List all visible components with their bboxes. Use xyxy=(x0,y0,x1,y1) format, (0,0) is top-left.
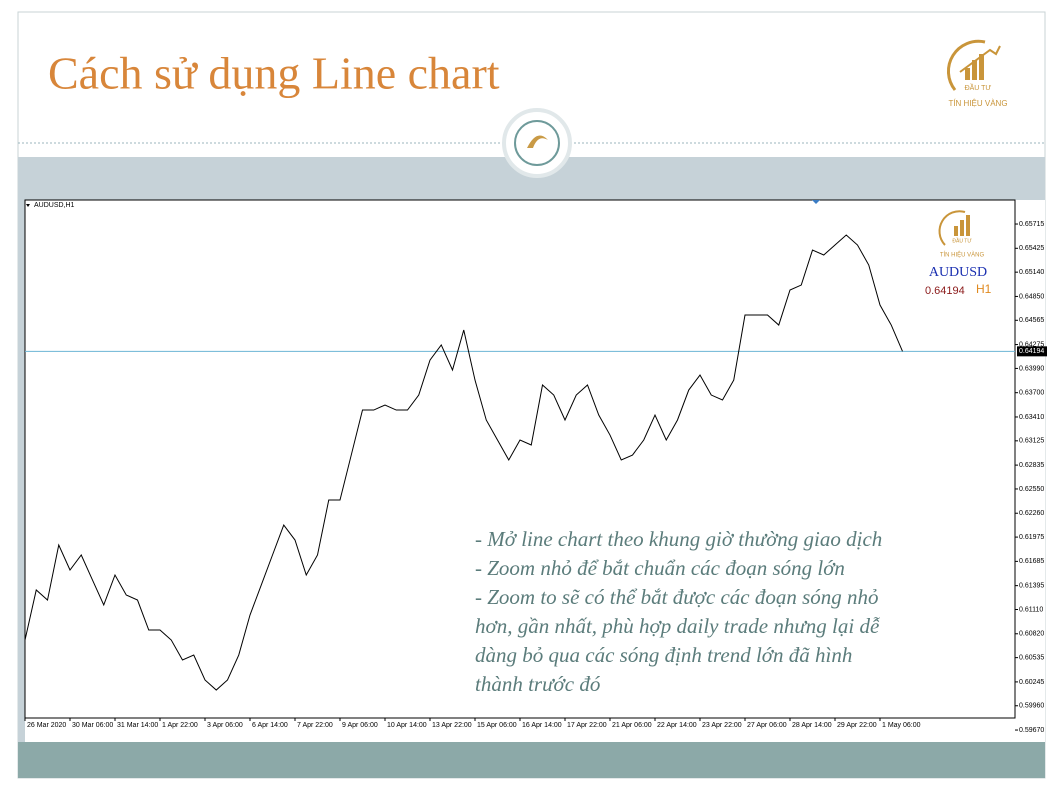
logo-bar xyxy=(960,220,964,236)
y-tick-label: 0.63410 xyxy=(1019,414,1044,421)
y-tick-label: 0.59670 xyxy=(1019,727,1044,734)
x-tick-label: 27 Apr 06:00 xyxy=(747,722,787,729)
note-line: hơn, gần nhất, phù hợp daily trade nhưng… xyxy=(475,614,880,638)
x-tick-label: 28 Apr 14:00 xyxy=(792,722,832,729)
menu-arrow xyxy=(26,204,30,207)
y-tick-label: 0.64565 xyxy=(1019,317,1044,324)
x-tick-label: 21 Apr 06:00 xyxy=(612,722,652,729)
logo-bottom: TÍN HIỆU VÀNG xyxy=(948,99,1007,108)
x-tick-label: 6 Apr 14:00 xyxy=(252,722,288,729)
x-tick-label: 10 Apr 14:00 xyxy=(387,722,427,729)
price-line-series xyxy=(24,234,903,691)
price-tag-label: 0.64194 xyxy=(1019,348,1044,355)
y-tick-label: 0.63700 xyxy=(1019,390,1044,397)
notes: - Mở line chart theo khung giờ thường gi… xyxy=(475,527,882,696)
logo-bar xyxy=(972,60,977,80)
y-tick-label: 0.62835 xyxy=(1019,462,1044,469)
note-line: thành trước đó xyxy=(475,672,601,696)
y-tick-label: 0.65425 xyxy=(1019,245,1044,252)
x-tick-label: 22 Apr 14:00 xyxy=(657,722,697,729)
note-line: dàng bỏ qua các sóng định trend lớn đã h… xyxy=(475,643,852,667)
price-tag xyxy=(1017,346,1047,357)
y-tick-label: 0.61395 xyxy=(1019,582,1044,589)
y-tick-label: 0.62550 xyxy=(1019,486,1044,493)
x-tick-label: 1 Apr 22:00 xyxy=(162,722,198,729)
x-tick-label: 29 Apr 22:00 xyxy=(837,722,877,729)
logo-top: ĐẦU TƯ xyxy=(965,82,992,92)
y-tick-label: 0.64275 xyxy=(1019,341,1044,348)
marker xyxy=(812,200,820,204)
y-tick-label: 0.64850 xyxy=(1019,293,1044,300)
logo-bar xyxy=(954,226,958,236)
symbol: AUDUSD xyxy=(929,265,987,280)
chart-window xyxy=(25,200,1045,742)
band-bottom xyxy=(18,742,1045,778)
logo-top: ĐẦU TƯ xyxy=(952,237,972,244)
y-tick-label: 0.65715 xyxy=(1019,221,1044,228)
x-tick-label: 13 Apr 22:00 xyxy=(432,722,472,729)
y-tick-label: 0.59960 xyxy=(1019,703,1044,710)
y-tick-label: 0.61685 xyxy=(1019,558,1044,565)
x-tick-label: 16 Apr 14:00 xyxy=(522,722,562,729)
logo-bar xyxy=(979,54,984,80)
x-tick-label: 1 May 06:00 xyxy=(882,722,921,729)
timeframe: H1 xyxy=(976,282,992,296)
y-tick-label: 0.63125 xyxy=(1019,438,1044,445)
chart-logo: ĐẦU TƯ TÍN HIỆU VÀNG xyxy=(938,210,985,259)
logo: ĐẦU TƯ TÍN HIỆU VÀNG xyxy=(946,39,1008,108)
emblem-mark xyxy=(527,135,548,148)
note-line: - Zoom to sẽ có thể bắt được các đoạn só… xyxy=(475,585,879,609)
x-tick-label: 31 Mar 14:00 xyxy=(117,722,158,729)
note-line: - Mở line chart theo khung giờ thường gi… xyxy=(475,527,882,551)
logo-arc xyxy=(946,39,986,91)
emblem-ring xyxy=(514,120,560,166)
logo-bar xyxy=(966,215,970,236)
chart-title: AUDUSD,H1 xyxy=(34,202,75,209)
logo-bottom: TÍN HIỆU VÀNG xyxy=(940,251,985,259)
x-tick-label: 17 Apr 22:00 xyxy=(567,722,607,729)
y-tick-label: 0.61975 xyxy=(1019,534,1044,541)
x-tick-label: 30 Mar 06:00 xyxy=(72,722,113,729)
x-tick-label: 23 Apr 22:00 xyxy=(702,722,742,729)
x-tick-label: 15 Apr 06:00 xyxy=(477,722,517,729)
last-price: 0.64194 xyxy=(925,285,965,297)
y-tick-label: 0.65140 xyxy=(1019,269,1044,276)
y-tick-label: 0.62260 xyxy=(1019,510,1044,517)
y-tick-label: 0.63990 xyxy=(1019,365,1044,372)
logo-bar xyxy=(965,68,970,80)
y-tick-label: 0.60535 xyxy=(1019,654,1044,661)
x-tick-label: 9 Apr 06:00 xyxy=(342,722,378,729)
y-tick-label: 0.60820 xyxy=(1019,631,1044,638)
x-tick-label: 26 Mar 2020 xyxy=(27,722,66,729)
slide-title: Cách sử dụng Line chart xyxy=(48,48,500,99)
x-tick-label: 3 Apr 06:00 xyxy=(207,722,243,729)
band-left xyxy=(18,200,25,742)
note-line: - Zoom nhỏ để bắt chuẩn các đoạn sóng lớ… xyxy=(475,556,845,580)
y-tick-label: 0.61110 xyxy=(1019,606,1043,613)
y-tick-label: 0.60245 xyxy=(1019,679,1044,686)
logo-arrow xyxy=(959,45,1001,73)
logo-arc xyxy=(938,210,966,246)
x-tick-label: 7 Apr 22:00 xyxy=(297,722,333,729)
